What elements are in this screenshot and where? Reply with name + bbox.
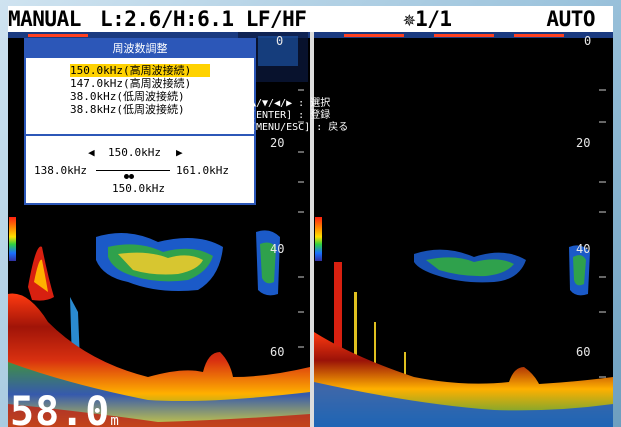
help-action: 戻る xyxy=(328,122,349,133)
frequency-list: 150.0kHz(高周波接続) 147.0kHz(高周波接続) 38.0kHz(… xyxy=(26,64,254,116)
frequency-option-1[interactable]: 150.0kHz(高周波接続) xyxy=(70,64,210,77)
help-key: [ENTER] : xyxy=(250,110,305,121)
echogram-lf-image xyxy=(314,32,613,427)
frequency-adjust-dialog: 周波数調整 150.0kHz(高周波接続) 147.0kHz(高周波接続) 38… xyxy=(24,38,256,205)
depth-readout: 58.0m xyxy=(10,389,120,427)
page-indicator[interactable]: ✵1/1 xyxy=(403,7,452,31)
gain-mode-label: AUTO xyxy=(546,7,595,31)
range-label: L:2.6/H:6.1 LF/HF xyxy=(100,7,307,31)
dialog-separator xyxy=(26,134,254,136)
depth-scale-0-lf: 0 xyxy=(584,34,592,48)
frequency-option-3[interactable]: 38.0kHz(低周波接続) xyxy=(70,90,185,103)
frequency-option-2[interactable]: 147.0kHz(高周波接続) xyxy=(70,77,192,90)
adjust-min-value: 138.0kHz xyxy=(34,164,87,177)
depth-unit: m xyxy=(110,413,120,427)
depth-scale-20: 20 xyxy=(270,136,285,150)
help-row-back: [MENU/ESC] : 戻る xyxy=(250,122,348,134)
echogram-hf-image xyxy=(8,32,310,427)
mode-label: MANUAL xyxy=(8,7,81,31)
help-row-select: ▲/▼/◀/▶ : 選択 xyxy=(250,98,348,110)
status-bar: MANUAL L:2.6/H:6.1 LF/HF ✵1/1 AUTO xyxy=(8,6,613,32)
help-action: 登録 xyxy=(310,110,331,121)
key-help: ▲/▼/◀/▶ : 選択 [ENTER] : 登録 [MENU/ESC] : 戻… xyxy=(250,98,348,134)
depth-scale-60: 60 xyxy=(270,345,285,359)
adjust-current-value: 150.0kHz xyxy=(108,146,161,159)
dialog-title: 周波数調整 xyxy=(26,40,254,58)
adjust-max-value: 161.0kHz xyxy=(176,164,229,177)
help-key: ▲/▼/◀/▶ : xyxy=(250,98,305,109)
color-scale-bar xyxy=(9,217,16,261)
depth-value: 58.0 xyxy=(10,389,111,427)
adjust-slider-track[interactable] xyxy=(96,170,170,171)
help-row-enter: [ENTER] : 登録 xyxy=(250,110,348,122)
adjust-slider-value: 150.0kHz xyxy=(112,182,165,195)
depth-scale-60-lf: 60 xyxy=(576,345,591,359)
depth-scale-40-lf: 40 xyxy=(576,242,591,256)
color-scale-bar-lf xyxy=(315,217,322,261)
adjust-slider-thumb-icon[interactable] xyxy=(124,166,134,179)
depth-scale-40: 40 xyxy=(270,242,285,256)
depth-scale-20-lf: 20 xyxy=(576,136,591,150)
echogram-lf: 0 20 40 60 xyxy=(314,32,613,427)
help-action: 選択 xyxy=(310,98,331,109)
help-key: [MENU/ESC] : xyxy=(250,122,323,133)
depth-scale-0: 0 xyxy=(276,34,284,48)
sounder-screen: MANUAL L:2.6/H:6.1 LF/HF ✵1/1 AUTO xyxy=(8,6,613,427)
adjust-left-arrow-icon[interactable]: ◀ xyxy=(88,146,95,159)
pane-divider xyxy=(310,32,314,427)
adjust-right-arrow-icon[interactable]: ▶ xyxy=(176,146,183,159)
frequency-option-4[interactable]: 38.8kHz(低周波接続) xyxy=(70,103,185,116)
